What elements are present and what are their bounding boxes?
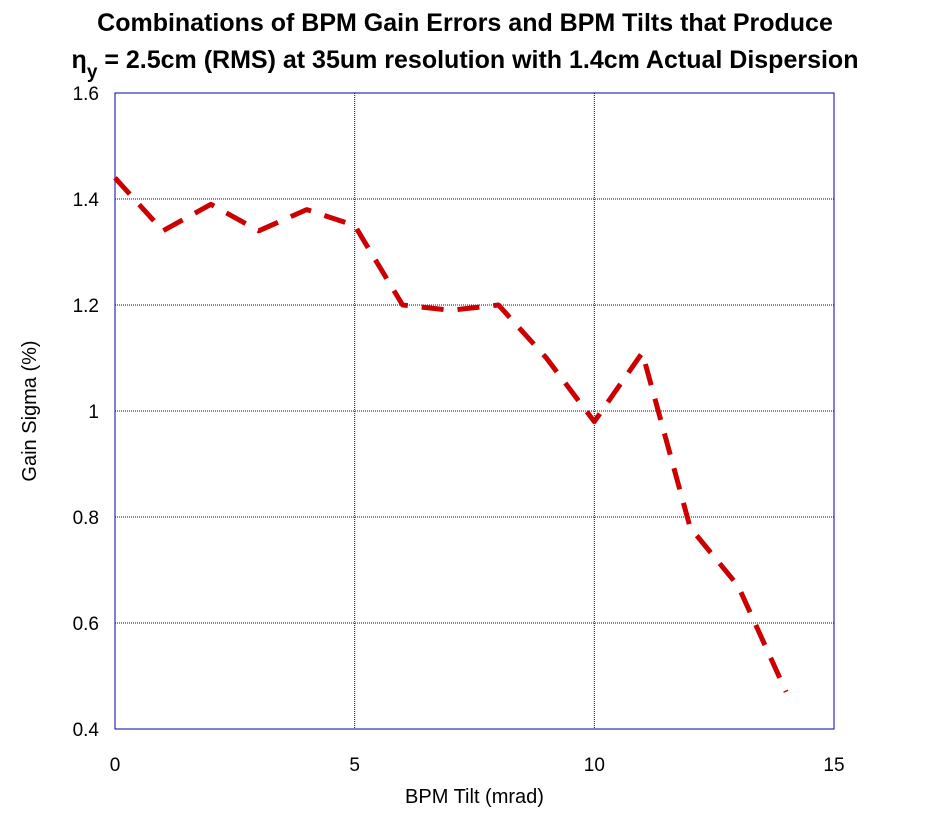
grid-lines: [114, 92, 835, 730]
x-tick-label: 10: [584, 755, 605, 776]
series-line: [113, 176, 789, 693]
y-tick-label: 1.6: [73, 84, 99, 105]
x-tick-label: 15: [823, 755, 844, 776]
y-tick-label: 1.2: [73, 296, 99, 317]
x-tick-label: 0: [110, 755, 121, 776]
chart-title-line-2-text: = 2.5cm (RMS) at 35um resolution with 1.…: [97, 46, 859, 74]
y-tick-label: 1.4: [73, 190, 100, 211]
plot-frame: [114, 92, 835, 730]
chart-title-line-2: ηy = 2.5cm (RMS) at 35um resolution with…: [0, 46, 930, 83]
chart-title-line-1: Combinations of BPM Gain Errors and BPM …: [97, 9, 833, 37]
y-tick-label: 0.8: [73, 508, 99, 529]
x-tick-labels: 0 5 10 15: [110, 755, 845, 776]
series-group: [113, 176, 789, 693]
eta-subscript: y: [86, 62, 98, 83]
y-tick-label: 0.4: [73, 720, 100, 741]
eta-symbol: η: [71, 46, 87, 74]
x-tick-label: 5: [349, 755, 360, 776]
y-tick-label: 0.6: [73, 614, 99, 635]
y-tick-label: 1: [88, 402, 99, 423]
y-axis-label: Gain Sigma (%): [19, 340, 41, 481]
x-axis-label: BPM Tilt (mrad): [405, 786, 544, 808]
y-tick-labels: 0.4 0.6 0.8 1 1.2 1.4 1.6: [73, 84, 100, 741]
